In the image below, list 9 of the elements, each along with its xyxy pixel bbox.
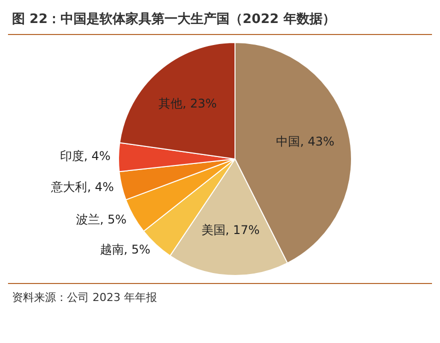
slice-label: 越南, 5% [100, 242, 150, 257]
slice-label: 波兰, 5% [76, 212, 127, 226]
slice-label: 美国, 17% [201, 223, 260, 238]
text: 资料来源：公司 2023 年年报 [12, 290, 158, 305]
slice-label: 中国, 43% [276, 134, 334, 148]
slice-label: 意大利, 4% [50, 180, 114, 194]
chart-title: 图 22：中国是软体家具第一大生产国（2022 年数据） [8, 8, 432, 35]
slice-label: 其他, 23% [158, 96, 217, 111]
slice-label: 印度, 4% [60, 149, 111, 164]
